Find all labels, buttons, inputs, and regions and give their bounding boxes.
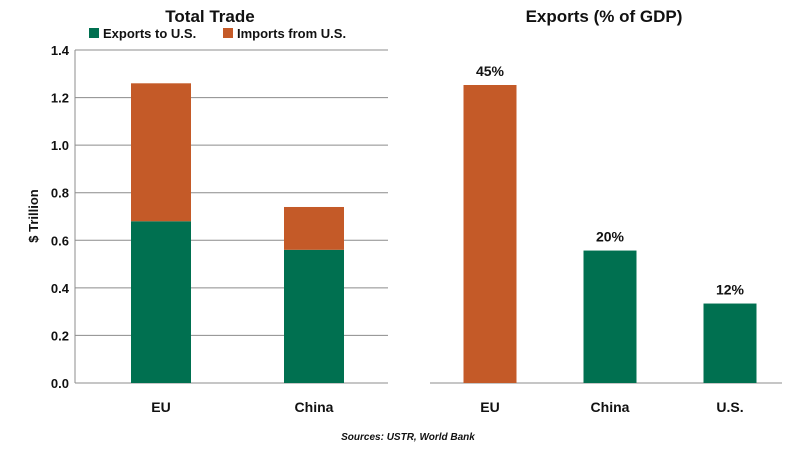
- y-tick-label: 0.4: [51, 281, 70, 296]
- stacked-bars: [131, 83, 344, 383]
- data-label: 20%: [596, 229, 625, 245]
- bar-imports-eu: [131, 83, 191, 222]
- data-label: 45%: [476, 63, 505, 79]
- data-label: 12%: [716, 282, 745, 298]
- gdp-bar-us: [703, 303, 757, 383]
- gdp-data-labels: 45% 20% 12%: [476, 63, 745, 298]
- source-note: Sources: USTR, World Bank: [341, 432, 475, 443]
- total-trade-chart: Total Trade Exports to U.S. Imports from…: [26, 7, 388, 415]
- category-label: EU: [151, 399, 170, 415]
- gdp-bar-china: [583, 250, 637, 383]
- legend-swatch-imports: [223, 28, 233, 38]
- bar-exports-eu: [131, 221, 191, 383]
- x-category-labels: EU China: [151, 399, 333, 415]
- y-tick-labels: 0.0 0.2 0.4 0.6 0.8 1.0 1.2 1.4: [51, 43, 70, 391]
- legend-label-exports: Exports to U.S.: [103, 26, 196, 41]
- y-axis-label: $ Trillion: [26, 189, 41, 243]
- y-tick-label: 0.0: [51, 376, 69, 391]
- y-tick-label: 1.0: [51, 138, 69, 153]
- category-label: China: [591, 399, 630, 415]
- gridlines: [75, 49, 388, 384]
- total-trade-title: Total Trade: [165, 7, 254, 26]
- y-tick-label: 1.2: [51, 91, 69, 106]
- legend-swatch-exports: [89, 28, 99, 38]
- y-tick-label: 0.2: [51, 328, 69, 343]
- legend-label-imports: Imports from U.S.: [237, 26, 346, 41]
- bar-exports-china: [284, 249, 344, 383]
- gdp-category-labels: EU China U.S.: [480, 399, 743, 415]
- y-tick-label: 1.4: [51, 43, 70, 58]
- y-tick-label: 0.6: [51, 233, 69, 248]
- gdp-bars: [430, 85, 782, 384]
- category-label: EU: [480, 399, 499, 415]
- y-tick-label: 0.8: [51, 186, 69, 201]
- bar-imports-china: [284, 206, 344, 250]
- gdp-bar-eu: [463, 85, 517, 383]
- exports-gdp-chart: Exports (% of GDP) 45% 20% 12% EU China U.S.: [430, 7, 782, 415]
- category-label: China: [295, 399, 334, 415]
- exports-gdp-title: Exports (% of GDP): [526, 7, 683, 26]
- legend: Exports to U.S. Imports from U.S.: [89, 26, 346, 41]
- category-label: U.S.: [716, 399, 743, 415]
